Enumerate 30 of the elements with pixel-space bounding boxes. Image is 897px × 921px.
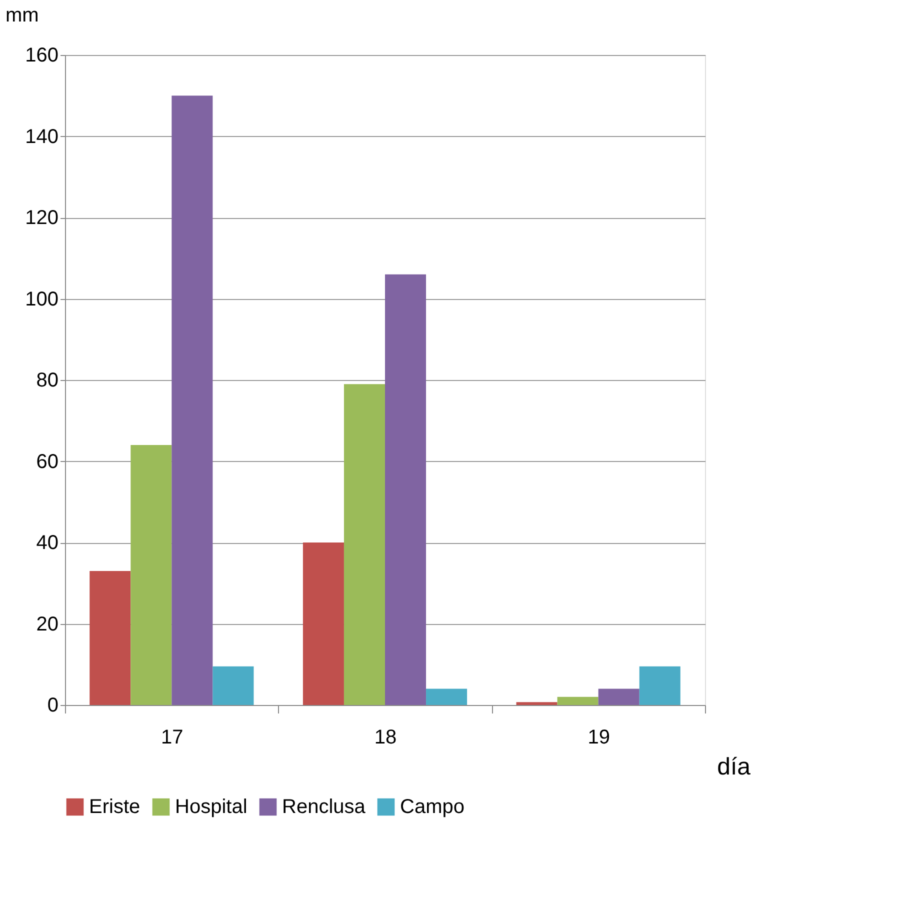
legend-label: Campo <box>400 796 464 818</box>
bar <box>212 666 254 705</box>
bar <box>598 688 640 705</box>
y-tick-label: 20 <box>36 613 58 636</box>
legend-label: Renclusa <box>282 796 366 818</box>
y-tick-label: 140 <box>25 126 58 148</box>
bar <box>344 384 385 705</box>
bar <box>426 688 468 705</box>
bar <box>557 696 598 705</box>
legend-label: Hospital <box>175 796 248 818</box>
bar <box>639 666 680 705</box>
bar <box>385 274 426 705</box>
y-tick-label: 80 <box>36 370 58 392</box>
x-axis-title: día <box>717 754 752 780</box>
bar <box>516 702 558 705</box>
x-tick-label: 19 <box>588 726 610 748</box>
bar <box>302 542 344 705</box>
y-tick-label: 120 <box>25 207 58 229</box>
y-axis-title: mm <box>6 4 39 26</box>
bar <box>172 96 213 705</box>
bar <box>90 570 131 705</box>
y-tick-label: 40 <box>36 532 58 554</box>
bar <box>130 445 172 705</box>
y-tick-label: 100 <box>25 288 58 310</box>
legend-label: Eriste <box>89 796 140 818</box>
y-tick-label: 160 <box>25 44 58 66</box>
x-tick-label: 18 <box>374 726 397 748</box>
y-tick-label: 60 <box>36 450 58 473</box>
x-tick-label: 17 <box>161 726 184 748</box>
y-tick-label: 0 <box>47 694 58 716</box>
